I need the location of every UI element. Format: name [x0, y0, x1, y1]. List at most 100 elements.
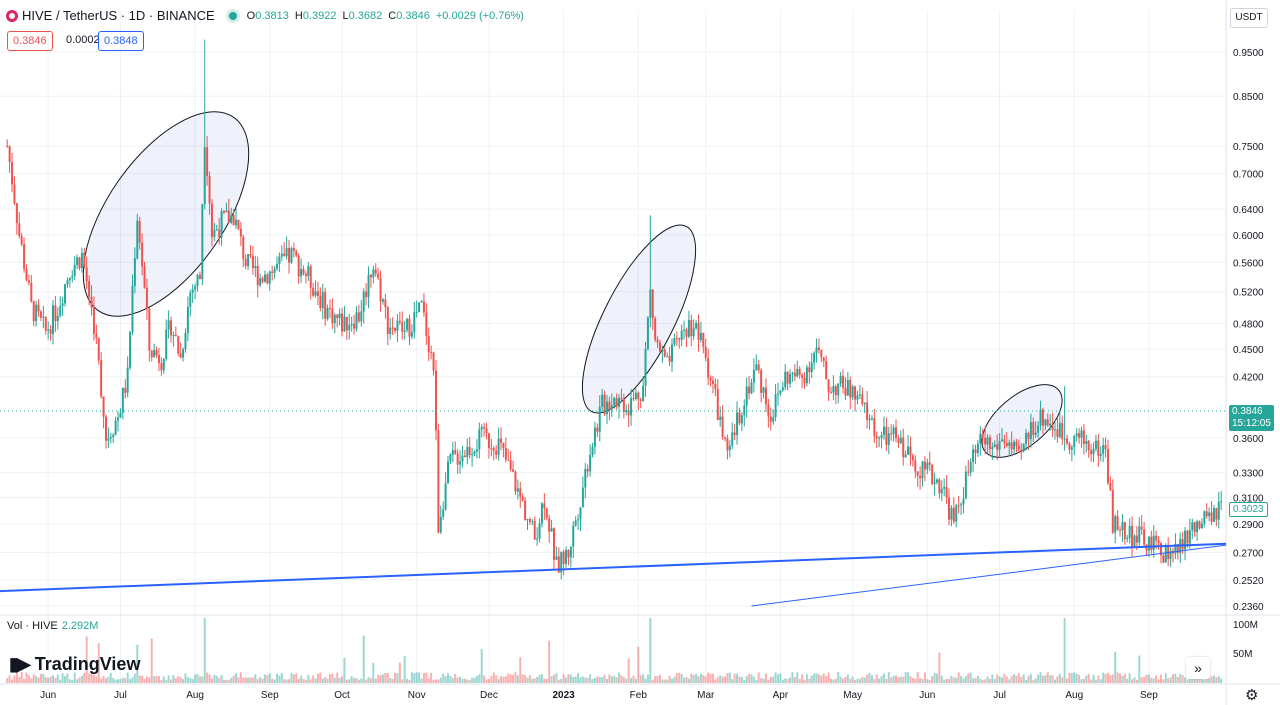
volume-bar	[145, 676, 148, 683]
y-tick-label: 0.2520	[1233, 576, 1264, 587]
candle-body	[767, 404, 770, 417]
volume-bar	[1080, 679, 1083, 683]
candle-body	[389, 327, 392, 335]
volume-bar	[1212, 675, 1215, 683]
buy-price-button[interactable]: 0.3848	[98, 31, 144, 51]
volume-bar	[827, 672, 830, 683]
volume-bar	[439, 677, 442, 683]
volume-bar	[695, 673, 698, 683]
volume-bar	[931, 676, 934, 683]
candle-body	[263, 274, 266, 282]
volume-bar	[389, 678, 392, 683]
volume-bar	[1075, 673, 1078, 683]
volume-bar	[1167, 678, 1170, 683]
candle-body	[1020, 449, 1023, 452]
candle-body	[1188, 530, 1191, 544]
candle-body	[981, 433, 984, 438]
volume-bar	[791, 672, 794, 683]
volume-bar	[1061, 677, 1064, 683]
currency-selector[interactable]: USDT	[1230, 8, 1268, 28]
candle-body	[998, 441, 1001, 450]
candle-body	[1087, 440, 1090, 451]
candle-body	[145, 287, 148, 309]
ohlc-low: L0.3682	[342, 9, 383, 22]
candle-body	[608, 401, 611, 410]
candle-body	[538, 523, 541, 539]
candle-body	[919, 475, 922, 479]
candle-body	[102, 396, 105, 417]
candle-body	[815, 347, 818, 353]
volume-bar	[1104, 674, 1107, 683]
tradingview-logo[interactable]: ▮▶ TradingView	[9, 654, 141, 674]
candle-body	[273, 268, 276, 273]
volume-bar	[23, 678, 26, 683]
candle-body	[230, 215, 233, 223]
candle-body	[56, 315, 59, 322]
volume-bar	[68, 679, 71, 683]
candle-body	[372, 269, 375, 278]
volume-bar	[18, 676, 21, 683]
candle-body	[300, 269, 303, 277]
volume-bar	[577, 673, 580, 683]
candle-body	[341, 313, 344, 332]
volume-bar	[1070, 672, 1073, 683]
symbol-header[interactable]: HIVE / TetherUS · 1D · BINANCE O0.3813 H…	[6, 8, 524, 23]
hive-logo-icon	[6, 9, 18, 22]
volume-bar	[668, 676, 671, 683]
candle-body	[955, 505, 958, 522]
candle-body	[748, 386, 751, 394]
candle-body	[191, 289, 194, 293]
x-tick-label: May	[843, 690, 862, 701]
candle-body	[504, 448, 507, 460]
candle-body	[820, 349, 823, 358]
volume-bar	[1210, 676, 1213, 683]
candle-body	[490, 448, 493, 450]
sell-price-button[interactable]: 0.3846	[7, 31, 53, 51]
symbol-title[interactable]: HIVE / TetherUS · 1D · BINANCE	[22, 8, 215, 23]
volume-bar	[403, 655, 406, 683]
volume-bar	[656, 675, 659, 683]
candle-body	[44, 316, 47, 331]
volume-bar	[208, 674, 211, 683]
candle-body	[709, 377, 712, 381]
volume-bar	[661, 679, 664, 683]
volume-bar	[174, 678, 177, 683]
candle-body	[126, 367, 129, 393]
volume-bar	[675, 673, 678, 683]
volume-bar	[1022, 674, 1025, 683]
volume-bar	[627, 658, 630, 683]
volume-bar	[172, 675, 175, 683]
candle-body	[972, 449, 975, 463]
volume-legend[interactable]: Vol · HIVE 2.292M	[7, 620, 99, 632]
scroll-to-realtime-button[interactable]: »	[1186, 657, 1210, 679]
candle-body	[350, 323, 353, 326]
volume-bar	[863, 677, 866, 683]
trendline[interactable]	[0, 542, 1227, 593]
volume-bar	[97, 643, 100, 683]
volume-bar	[321, 678, 324, 683]
volume-bar	[1005, 676, 1008, 683]
trendline[interactable]	[751, 544, 1227, 607]
volume-bar	[711, 673, 714, 683]
candle-body	[699, 332, 702, 340]
candle-body	[499, 438, 502, 443]
volume-bar	[492, 672, 495, 683]
volume-bar	[586, 677, 589, 683]
candle-body	[333, 314, 336, 324]
volume-bar	[121, 677, 124, 683]
gear-icon[interactable]: ⚙	[1245, 687, 1259, 704]
volume-bar	[584, 677, 587, 683]
volume-bar	[803, 679, 806, 683]
volume-bar	[745, 675, 748, 683]
candle-body	[71, 275, 74, 278]
candle-body	[1027, 432, 1030, 439]
volume-bar	[71, 679, 74, 683]
volume-bar	[1010, 676, 1013, 683]
candle-body	[1075, 433, 1078, 436]
candle-body	[324, 291, 327, 319]
volume-bar	[1015, 675, 1018, 683]
candle-body	[663, 349, 666, 357]
candle-body	[1186, 530, 1189, 544]
volume-bar	[940, 675, 943, 683]
